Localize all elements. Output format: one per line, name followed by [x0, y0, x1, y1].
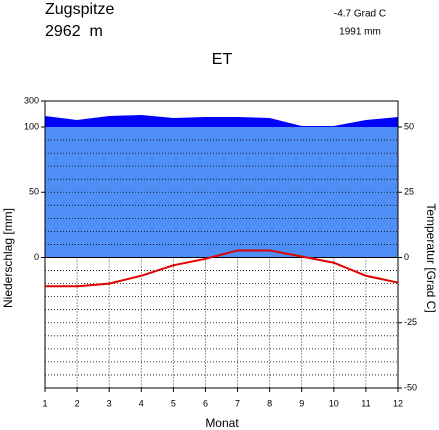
- temperature-line: [45, 249, 399, 288]
- y2-tick-label: 50: [404, 121, 414, 131]
- humid-area: [45, 127, 398, 258]
- y2-tick-label: -50: [404, 382, 417, 392]
- plot-frame: [44, 100, 399, 389]
- x-tick-label: 6: [203, 398, 208, 408]
- y-axis-label: Niederschlag [mm]: [1, 208, 15, 308]
- x-tick-label: 10: [329, 398, 339, 408]
- y2-tick-label: 25: [404, 187, 414, 197]
- x-tick-label: 1: [42, 398, 47, 408]
- climate-class: ET: [212, 51, 233, 68]
- x-tick-label: 3: [107, 398, 112, 408]
- y-tick-label: 100: [24, 121, 39, 131]
- y-tick-label: 50: [29, 187, 39, 197]
- annual-precipitation: 1991 mm: [339, 27, 381, 38]
- x-tick-label: 12: [393, 398, 403, 408]
- x-tick-label: 5: [171, 398, 176, 408]
- chart-title: Zugspitze: [45, 1, 114, 18]
- x-tick-label: 9: [299, 398, 304, 408]
- y2-axis-label: Temperatur [Grad C]: [424, 203, 438, 312]
- x-tick-label: 4: [139, 398, 144, 408]
- mean-temperature: -4.7 Grad C: [334, 9, 386, 20]
- elevation: 2962 m: [45, 23, 103, 40]
- precipitation-area: [45, 115, 398, 127]
- x-tick-label: 11: [361, 398, 370, 408]
- y2-tick-label: 0: [404, 252, 409, 262]
- x-tick-label: 2: [75, 398, 80, 408]
- y-tick-label: 0: [34, 252, 39, 262]
- y2-tick-label: -25: [404, 317, 417, 327]
- y-tick-label: 300: [24, 95, 39, 105]
- x-tick-label: 7: [235, 398, 240, 408]
- x-tick-label: 8: [267, 398, 272, 408]
- x-axis-label: Monat: [205, 416, 239, 430]
